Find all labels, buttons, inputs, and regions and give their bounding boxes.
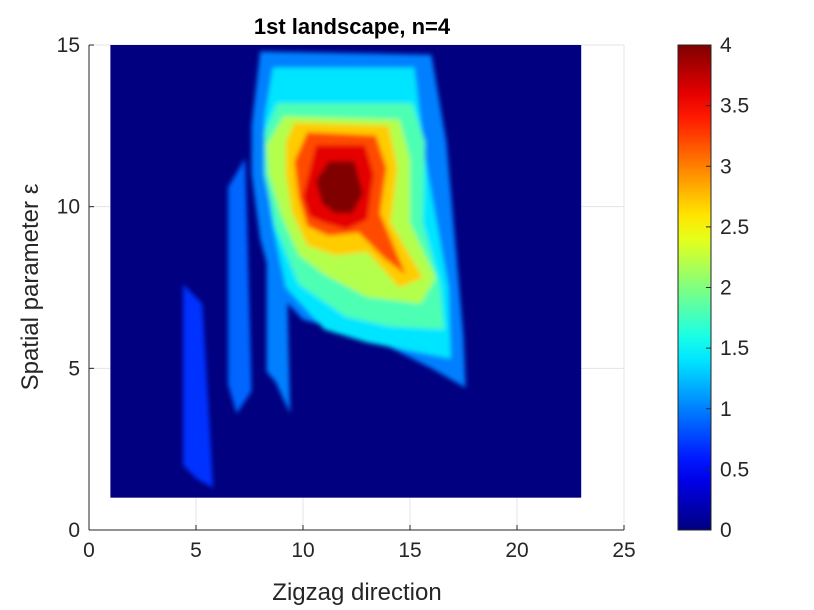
y-tick-label-2: 10 [57,196,80,219]
y-tick-label-1: 5 [68,357,80,380]
colorbar-tick-label-2: 1 [720,398,732,421]
chart-title: 1st landscape, n=4 [254,14,451,39]
x-tick-label-4: 20 [505,539,528,562]
colorbar-tick-label-4: 2 [720,277,732,300]
colorbar-gradient [677,44,712,531]
heat-region-10 [315,161,363,214]
colorbar-tick-label-6: 3 [720,155,732,178]
heatmap-regions [183,51,466,488]
y-axis-ticks: 0 5 10 15 [57,34,94,542]
colorbar-tick-label-7: 3.5 [720,95,749,118]
x-tick-label-2: 10 [291,539,314,562]
heat-region-1 [228,158,252,414]
plot-area: 0 5 10 15 20 25 0 5 10 15 [57,34,636,562]
y-tick-label-3: 15 [57,34,80,57]
colorbar: 0 0.5 1 1.5 2 2.5 3 3.5 4 [677,34,749,542]
x-tick-label-1: 5 [190,539,202,562]
y-axis-label: Spatial parameter ε [17,183,44,390]
x-tick-label-3: 15 [398,539,421,562]
x-tick-label-0: 0 [83,539,95,562]
colorbar-tick-label-5: 2.5 [720,216,749,239]
x-axis-ticks: 0 5 10 15 20 25 [83,525,636,562]
colorbar-tick-label-3: 1.5 [720,337,749,360]
heat-region-0 [183,284,214,488]
colorbar-tick-label-8: 4 [720,34,732,57]
x-axis-label: Zigzag direction [272,579,441,606]
x-tick-label-5: 25 [612,539,635,562]
y-tick-label-0: 0 [68,519,80,542]
colorbar-tick-label-0: 0 [720,519,732,542]
colorbar-tick-label-1: 0.5 [720,458,749,481]
colorbar-ticks: 0 0.5 1 1.5 2 2.5 3 3.5 4 [706,34,749,542]
